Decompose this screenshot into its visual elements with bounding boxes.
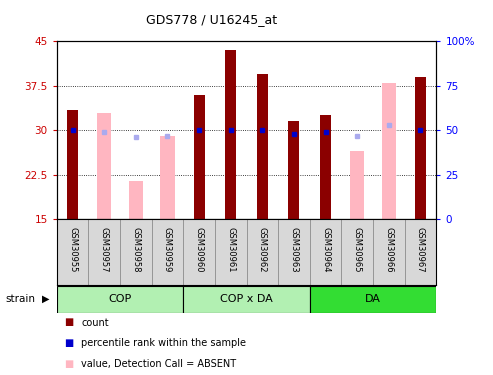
- Text: GSM30966: GSM30966: [385, 227, 393, 273]
- Text: GSM30965: GSM30965: [352, 227, 362, 273]
- Bar: [57, 219, 88, 285]
- Bar: [257, 74, 268, 219]
- FancyBboxPatch shape: [310, 286, 436, 313]
- Bar: [415, 77, 426, 219]
- FancyBboxPatch shape: [57, 286, 183, 313]
- Bar: [225, 50, 236, 219]
- Bar: [288, 122, 299, 219]
- Bar: [278, 219, 310, 285]
- Bar: [129, 181, 143, 219]
- Text: GSM30967: GSM30967: [416, 227, 425, 273]
- Text: percentile rank within the sample: percentile rank within the sample: [81, 338, 246, 348]
- Text: strain: strain: [5, 294, 35, 304]
- Text: ■: ■: [64, 359, 73, 369]
- Bar: [120, 219, 152, 285]
- Text: COP: COP: [108, 294, 132, 304]
- Text: value, Detection Call = ABSENT: value, Detection Call = ABSENT: [81, 359, 237, 369]
- FancyBboxPatch shape: [183, 286, 310, 313]
- Text: GSM30960: GSM30960: [195, 227, 204, 273]
- Text: GSM30961: GSM30961: [226, 227, 235, 273]
- Bar: [373, 219, 405, 285]
- Bar: [341, 219, 373, 285]
- Bar: [320, 116, 331, 219]
- Text: GSM30964: GSM30964: [321, 227, 330, 273]
- Text: COP x DA: COP x DA: [220, 294, 273, 304]
- Text: GDS778 / U16245_at: GDS778 / U16245_at: [146, 13, 278, 26]
- Bar: [160, 136, 175, 219]
- Bar: [246, 219, 278, 285]
- Text: GSM30963: GSM30963: [289, 227, 298, 273]
- Bar: [152, 219, 183, 285]
- Bar: [97, 112, 111, 219]
- Text: GSM30959: GSM30959: [163, 227, 172, 273]
- Text: GSM30957: GSM30957: [100, 227, 108, 273]
- Bar: [350, 151, 364, 219]
- Bar: [215, 219, 246, 285]
- Bar: [405, 219, 436, 285]
- Text: ▶: ▶: [42, 294, 49, 304]
- Text: GSM30955: GSM30955: [68, 227, 77, 273]
- Text: GSM30958: GSM30958: [131, 227, 141, 273]
- Bar: [183, 219, 215, 285]
- Bar: [310, 219, 341, 285]
- Text: DA: DA: [365, 294, 381, 304]
- Text: ■: ■: [64, 338, 73, 348]
- Bar: [88, 219, 120, 285]
- Bar: [67, 110, 78, 219]
- Bar: [194, 95, 205, 219]
- Text: GSM30962: GSM30962: [258, 227, 267, 273]
- Text: count: count: [81, 318, 109, 327]
- Bar: [382, 83, 396, 219]
- Text: ■: ■: [64, 318, 73, 327]
